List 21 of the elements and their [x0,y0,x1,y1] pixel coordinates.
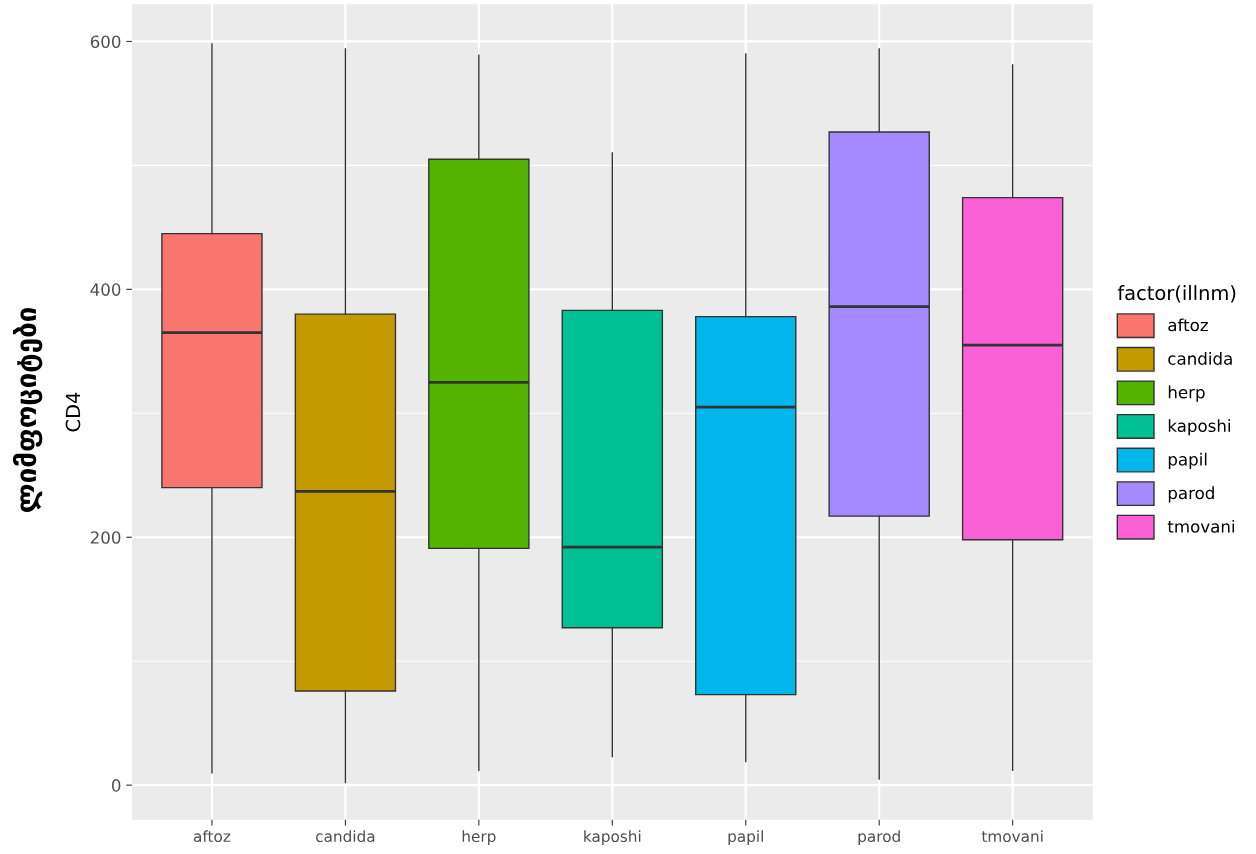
text: ლიმფოციტები [12,307,43,512]
x-tick-label: candida [316,830,375,843]
legend-label: parod [1168,486,1214,503]
legend-label: papil [1168,452,1207,469]
y-tick-label: 600 [90,35,121,49]
x-tick-label: aftoz [193,830,231,843]
legend-label: tmovani [1167,519,1234,533]
legend-label: kaposhi [1168,419,1230,436]
x-tick-label: kaposhi [584,830,641,846]
y-axis-title: CD4 [65,392,81,432]
legend-label: candida [1168,352,1232,365]
y-tick-label: 400 [90,283,121,296]
x-tick-label: tmovani [981,830,1043,843]
y-tick-label: 200 [90,531,121,544]
x-tick-label: papil [728,830,763,846]
legend-title: factor(illnm) [1117,285,1236,303]
legend-label: aftoz [1168,318,1208,332]
legend-label: herp [1168,385,1205,402]
y-tick-label: 0 [111,779,121,792]
x-tick-label: parod [858,830,900,846]
x-tick-label: herp [462,830,496,846]
